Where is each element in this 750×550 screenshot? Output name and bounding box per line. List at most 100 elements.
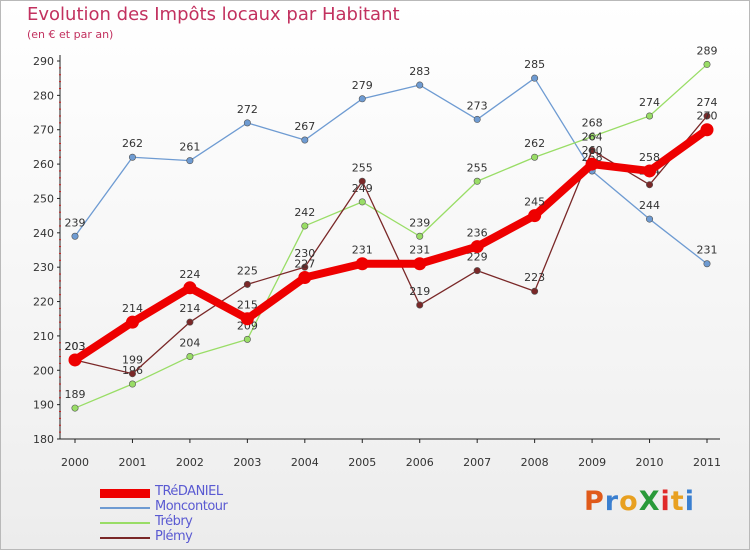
series-line xyxy=(74,77,708,265)
y-tick-label: 200 xyxy=(33,364,54,377)
data-point xyxy=(128,380,136,388)
data-label: 255 xyxy=(352,161,373,174)
data-label: 262 xyxy=(122,137,143,150)
data-point xyxy=(358,95,366,103)
legend-item: Trébry xyxy=(100,514,360,531)
logo-letter: o xyxy=(619,486,639,517)
data-label: 224 xyxy=(179,268,200,281)
data-point xyxy=(703,260,711,268)
logo-letter: i xyxy=(684,486,695,517)
data-point xyxy=(531,74,539,82)
x-tick-label: 2004 xyxy=(291,456,319,469)
x-tick-label: 2006 xyxy=(406,456,434,469)
data-point xyxy=(413,257,427,271)
data-label: 231 xyxy=(409,244,430,257)
x-tick-label: 2007 xyxy=(463,456,491,469)
data-label: 283 xyxy=(409,65,430,78)
data-point xyxy=(585,157,599,171)
data-label: 231 xyxy=(697,244,718,257)
series-trébry: 189196204209242249239255262268274289 xyxy=(65,44,718,412)
data-point xyxy=(646,112,654,120)
data-point xyxy=(470,240,484,254)
data-point xyxy=(588,133,596,141)
chart-title: Evolution des Impôts locaux par Habitant xyxy=(27,4,400,25)
logo-letter: t xyxy=(670,486,685,517)
data-point xyxy=(298,270,312,284)
data-label: 245 xyxy=(524,196,545,209)
data-label: 239 xyxy=(409,216,430,229)
legend-item: Moncontour xyxy=(100,499,360,516)
x-tick-label: 2005 xyxy=(348,456,376,469)
data-label: 215 xyxy=(237,299,258,312)
data-label: 189 xyxy=(65,388,86,401)
data-point xyxy=(186,353,194,361)
x-tick-label: 2003 xyxy=(233,456,261,469)
data-label: 227 xyxy=(294,257,315,270)
data-label: 274 xyxy=(639,96,660,109)
legend-swatch xyxy=(100,537,150,539)
data-point xyxy=(186,157,194,165)
data-point xyxy=(358,198,366,206)
y-tick-label: 240 xyxy=(33,227,54,240)
data-label: 268 xyxy=(582,117,603,130)
data-point xyxy=(588,146,596,154)
data-label: 262 xyxy=(524,137,545,150)
data-point xyxy=(473,177,481,185)
data-point xyxy=(183,281,197,295)
data-label: 214 xyxy=(122,302,143,315)
y-tick-label: 220 xyxy=(33,296,54,309)
data-label: 209 xyxy=(237,319,258,332)
y-tick-label: 230 xyxy=(33,261,54,274)
x-tick-label: 2011 xyxy=(693,456,721,469)
x-tick-label: 2001 xyxy=(118,456,146,469)
data-point xyxy=(301,263,309,271)
data-label: 270 xyxy=(697,110,718,123)
data-point xyxy=(703,112,711,120)
data-label: 261 xyxy=(179,141,200,154)
data-point xyxy=(416,301,424,309)
data-label: 272 xyxy=(237,103,258,116)
x-tick-label: 2008 xyxy=(521,456,549,469)
data-label: 231 xyxy=(352,244,373,257)
y-tick-label: 290 xyxy=(33,55,54,68)
legend-swatch xyxy=(100,507,150,509)
data-point xyxy=(358,177,366,185)
data-point xyxy=(71,232,79,240)
logo-letter: P xyxy=(584,486,605,517)
data-point xyxy=(301,136,309,144)
logo-letter: X xyxy=(638,486,661,517)
data-point xyxy=(125,315,139,329)
data-label: 203 xyxy=(65,340,86,353)
data-label: 274 xyxy=(697,96,718,109)
data-point xyxy=(703,60,711,68)
series-line xyxy=(71,125,711,364)
legend-swatch xyxy=(100,488,150,498)
data-point xyxy=(128,370,136,378)
data-point xyxy=(68,353,82,367)
data-point xyxy=(71,404,79,412)
y-tick-label: 260 xyxy=(33,158,54,171)
legend-label: Moncontour xyxy=(155,499,228,514)
x-tick-label: 2009 xyxy=(578,456,606,469)
data-point xyxy=(240,312,254,326)
data-label: 203 xyxy=(65,340,86,353)
data-label: 279 xyxy=(352,79,373,92)
data-point xyxy=(646,215,654,223)
y-tick-label: 180 xyxy=(33,433,54,446)
legend: TRéDANIEL Moncontour Trébry Plémy xyxy=(100,484,360,546)
legend-item: Plémy xyxy=(100,529,360,546)
data-point xyxy=(531,153,539,161)
data-label: 219 xyxy=(409,285,430,298)
series-trédaniel: 203 214 224 215 227 231 231 236 245 260 258 270 xyxy=(65,110,718,367)
data-label: 260 xyxy=(582,144,603,157)
series-plémy: 203199214225230255219229223264254274 xyxy=(65,96,718,378)
logo-letter: i xyxy=(660,486,671,517)
data-point xyxy=(243,335,251,343)
data-point xyxy=(355,257,369,271)
y-tick-label: 190 xyxy=(33,399,54,412)
data-label: 225 xyxy=(237,264,258,277)
data-label: 258 xyxy=(639,151,660,164)
data-label: 204 xyxy=(179,337,200,350)
data-point xyxy=(416,81,424,89)
